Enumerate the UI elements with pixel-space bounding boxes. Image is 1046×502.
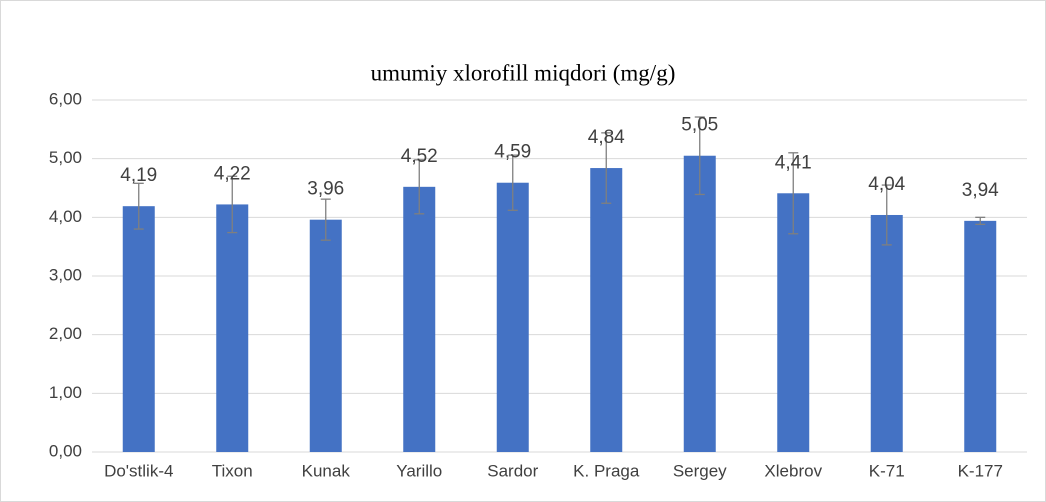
x-tick-label: Xlebrov bbox=[764, 461, 822, 480]
bar bbox=[870, 214, 903, 452]
bar bbox=[403, 186, 436, 452]
x-tick-label: Sergey bbox=[673, 461, 727, 480]
y-tick-label: 6,00 bbox=[49, 89, 82, 108]
data-label: 4,19 bbox=[120, 165, 157, 186]
y-tick-label: 1,00 bbox=[49, 383, 82, 402]
data-label: 4,59 bbox=[494, 142, 531, 163]
x-tick-label: K. Praga bbox=[573, 461, 640, 480]
bar bbox=[122, 206, 155, 452]
data-label: 4,22 bbox=[214, 163, 251, 184]
bar bbox=[777, 193, 810, 452]
bar bbox=[590, 168, 623, 452]
data-label: 4,04 bbox=[868, 174, 905, 195]
y-tick-label: 0,00 bbox=[49, 441, 82, 460]
x-tick-label: Yarillo bbox=[396, 461, 442, 480]
y-tick-label: 5,00 bbox=[49, 148, 82, 167]
data-label: 4,84 bbox=[588, 127, 625, 148]
x-tick-label: Do'stlik-4 bbox=[104, 461, 173, 480]
x-tick-label: Tixon bbox=[212, 461, 253, 480]
y-tick-label: 4,00 bbox=[49, 207, 82, 226]
y-tick-label: 3,00 bbox=[49, 265, 82, 284]
x-tick-label: K-177 bbox=[958, 461, 1003, 480]
data-label: 4,52 bbox=[401, 146, 438, 167]
data-label: 4,41 bbox=[775, 152, 812, 173]
x-tick-label: Kunak bbox=[302, 461, 351, 480]
x-tick-label: Sardor bbox=[487, 461, 538, 480]
chart-title: umumiy xlorofill miqdori (mg/g) bbox=[371, 60, 676, 85]
data-label: 3,96 bbox=[307, 179, 344, 200]
bar bbox=[683, 155, 716, 452]
x-tick-label: K-71 bbox=[869, 461, 905, 480]
bar bbox=[964, 220, 997, 452]
data-label: 3,94 bbox=[962, 180, 999, 201]
data-label: 5,05 bbox=[681, 115, 718, 136]
bar bbox=[216, 204, 249, 452]
bar bbox=[496, 182, 529, 452]
y-tick-label: 2,00 bbox=[49, 324, 82, 343]
bar bbox=[309, 219, 342, 452]
